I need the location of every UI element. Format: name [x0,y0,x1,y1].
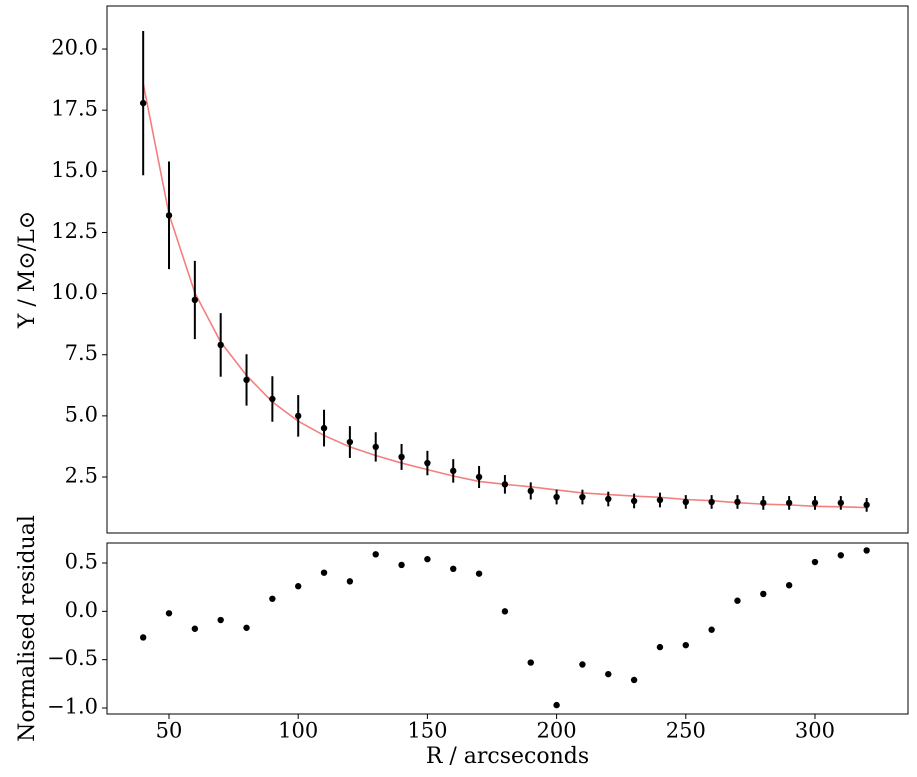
data-point [217,341,224,349]
data-point [734,597,741,604]
data-point [295,412,302,420]
data-point [656,496,664,504]
x-tick-label: 200 [537,719,577,743]
data-point [760,590,767,598]
y-tick-label: 0.5 [65,550,98,574]
data-point [475,473,483,481]
x-tick-label: 150 [407,719,447,743]
data-point [269,395,276,403]
data-point [139,634,147,641]
data-point [630,676,638,684]
y-axis-label: Normalised residual [15,515,40,742]
data-point [837,552,845,559]
data-point [217,616,224,624]
data-point [165,610,173,617]
y-tick-label: 0.0 [65,598,98,622]
data-point [346,438,354,446]
data-point [450,565,457,573]
data-point [682,641,689,649]
data-point [243,624,250,631]
x-tick-label: 50 [156,719,183,743]
data-point [734,498,741,506]
data-point [346,578,354,585]
data-point [165,212,173,219]
data-point [605,670,612,678]
data-point [501,608,509,615]
data-point [760,499,767,507]
data-point [269,595,276,602]
data-point [424,459,431,467]
data-point [320,569,328,576]
y-axis-label: Υ / M⊙/L⊙ [15,211,40,329]
data-point [863,501,870,509]
data-point [501,481,509,488]
data-point [708,626,715,633]
y-tick-label: 2.5 [65,463,98,487]
data-point [811,558,819,566]
data-point [708,498,715,506]
y-tick-label: −0.5 [47,646,98,670]
y-tick-label: 12.5 [51,219,98,243]
data-point [863,547,870,554]
data-point [424,555,431,563]
x-axis-label: R / arcseconds [426,744,589,769]
data-point [579,493,586,501]
data-point [811,499,819,507]
data-point [320,424,328,432]
fit-line [142,83,867,509]
y-tick-label: 5.0 [65,402,98,426]
data-point [527,659,534,666]
y-tick-label: 17.5 [51,97,98,121]
data-point [630,497,638,505]
data-point [553,493,560,501]
data-point [579,661,586,668]
data-point [398,453,405,461]
data-point [243,376,250,384]
y-tick-label: 7.5 [65,341,98,365]
y-tick-label: 10.0 [51,280,98,304]
y-tick-label: −1.0 [47,695,98,719]
data-point [785,499,793,507]
data-point [139,99,147,107]
data-point [372,551,379,558]
data-point [785,582,793,589]
data-point [191,625,199,632]
data-point [191,296,199,304]
data-point [450,467,457,475]
data-point [398,561,405,569]
data-point [682,498,689,506]
x-tick-label: 300 [795,719,835,743]
data-point [475,570,483,577]
data-point [837,499,845,507]
data-point [656,643,664,651]
x-tick-label: 100 [278,719,318,743]
x-tick-label: 250 [666,719,706,743]
y-tick-label: 20.0 [51,36,98,60]
data-point [553,701,560,709]
y-tick-label: 15.0 [51,158,98,182]
data-point [605,495,612,503]
plot-frame [106,5,909,534]
data-point [372,443,379,451]
data-point [295,583,302,590]
data-point [527,487,534,495]
plot-frame [106,542,909,715]
